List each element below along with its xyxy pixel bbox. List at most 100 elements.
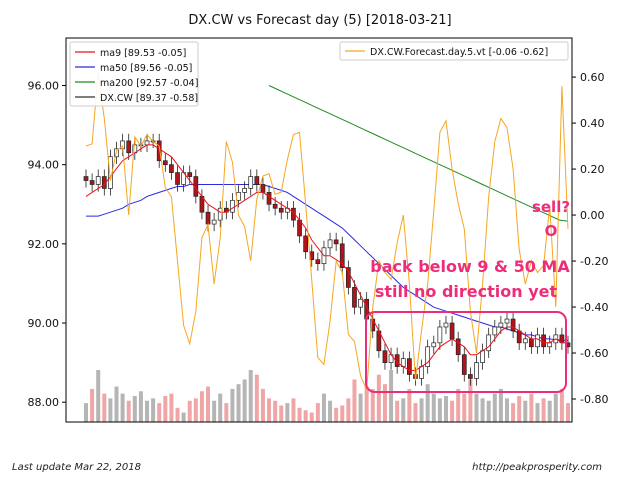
volume-bar — [218, 393, 223, 422]
left-tick-label: 88.00 — [28, 396, 60, 409]
chart-title: DX.CW vs Forecast day (5) [2018-03-21] — [188, 13, 451, 28]
volume-bar — [163, 396, 168, 422]
volume-bar — [224, 403, 229, 422]
candle-body — [205, 211, 211, 225]
legend-right: DX.CW.Forecast.day.5.vt [-0.06 -0.62] — [339, 41, 569, 61]
volume-bar — [309, 412, 314, 422]
volume-bar — [279, 405, 284, 422]
candle-body — [431, 342, 437, 348]
plot-frame — [65, 37, 573, 423]
legend-label: ma50 [89.56 -0.05] — [100, 63, 192, 74]
candle-body — [346, 267, 351, 288]
candle-body — [169, 164, 174, 173]
volume-bar — [230, 388, 235, 422]
candle-body — [468, 374, 473, 379]
candle-body — [162, 160, 168, 166]
candle-body — [126, 140, 132, 154]
volume-bar — [334, 407, 339, 422]
volume-bar — [450, 400, 455, 422]
candle-body — [437, 326, 443, 344]
volume-bar — [419, 398, 424, 422]
candle-body — [541, 334, 546, 348]
candle-body — [504, 318, 510, 324]
candle-body — [278, 207, 284, 213]
candle-body — [547, 342, 553, 348]
volume-bar — [212, 400, 217, 422]
volume-bar — [254, 374, 259, 422]
candle-body — [260, 184, 266, 193]
candle-body — [339, 243, 345, 268]
legend-label: ma9 [89.53 -0.05] — [100, 48, 186, 59]
ma200-layer — [268, 85, 569, 222]
left-tick-label: 96.00 — [28, 80, 60, 93]
forecast-line — [85, 72, 569, 391]
forecast-layer — [85, 72, 569, 391]
candle-body — [83, 176, 89, 181]
candle-body — [230, 199, 235, 213]
right-axis: -0.80 -0.60 -0.40 -0.20 0.00 0.20 0.40 0.60 — [572, 71, 608, 406]
candle-body — [474, 362, 479, 379]
candle-body — [217, 207, 223, 221]
candle-body — [175, 172, 180, 185]
candle-body — [516, 330, 522, 344]
range-highlight-box — [365, 311, 567, 393]
volume-bar — [437, 398, 442, 422]
volume-bar — [145, 400, 150, 422]
volume-bar — [199, 391, 204, 422]
candle-body — [187, 172, 193, 177]
volume-layer — [84, 370, 570, 422]
volume-bar — [273, 400, 278, 422]
right-tick-label: -0.60 — [580, 347, 608, 360]
candle-body — [455, 338, 461, 356]
candle-body — [266, 192, 272, 205]
volume-bar — [260, 388, 265, 422]
volume-bar — [242, 379, 247, 422]
volume-bar — [425, 384, 430, 422]
right-tick-label: -0.20 — [580, 255, 608, 268]
right-tick-label: 0.00 — [580, 209, 605, 222]
candle-body — [425, 346, 431, 367]
candle-body — [443, 322, 449, 328]
annotation-line2: still no direction yet — [375, 282, 558, 301]
volume-bar — [456, 388, 461, 422]
candle-body — [486, 334, 492, 352]
ma9-line — [85, 144, 568, 371]
volume-bar — [315, 403, 320, 422]
candle-body — [303, 235, 308, 253]
volume-bar — [297, 407, 302, 422]
candle-body — [358, 298, 363, 308]
candle-body — [449, 322, 455, 340]
volume-bar — [486, 400, 491, 422]
volume-bar — [340, 405, 345, 422]
legend-label: DX.CW [89.37 -0.58] — [100, 93, 198, 104]
candle-body — [407, 358, 412, 375]
candle-body — [211, 219, 217, 225]
candle-body — [272, 203, 278, 209]
volume-bar — [175, 407, 180, 422]
volume-bar — [206, 386, 211, 422]
candle-body — [419, 366, 424, 379]
volume-bar — [96, 370, 101, 422]
left-axis: 88.00 90.00 92.00 94.00 96.00 — [28, 80, 66, 409]
volume-bar — [389, 370, 394, 422]
volume-bar — [431, 393, 436, 422]
volume-bar — [285, 403, 290, 422]
candle-body — [95, 176, 101, 185]
candle-body — [535, 334, 540, 348]
candle-body — [480, 350, 485, 363]
volume-bar — [566, 403, 570, 422]
volume-bar — [547, 400, 552, 422]
right-tick-label: 0.40 — [580, 117, 605, 130]
volume-bar — [102, 393, 107, 422]
volume-bar — [291, 398, 296, 422]
volume-bar — [84, 403, 88, 422]
volume-bar — [553, 393, 558, 422]
volume-bar — [151, 398, 156, 422]
volume-bar — [517, 396, 522, 422]
candle-body — [248, 176, 254, 189]
candle-body — [461, 354, 467, 375]
candles-layer — [83, 133, 571, 386]
candle-body — [382, 350, 388, 363]
candle-body — [144, 140, 150, 146]
